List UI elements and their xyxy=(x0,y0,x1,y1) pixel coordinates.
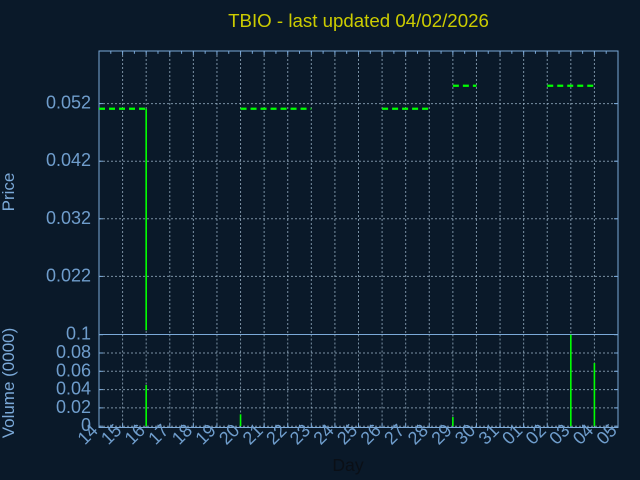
svg-text:0: 0 xyxy=(81,415,91,435)
svg-text:0.08: 0.08 xyxy=(56,342,91,362)
svg-text:0.042: 0.042 xyxy=(46,150,91,170)
svg-text:0.06: 0.06 xyxy=(56,360,91,380)
svg-text:TBIO - last updated 04/02/2026: TBIO - last updated 04/02/2026 xyxy=(228,10,489,31)
svg-text:0.032: 0.032 xyxy=(46,208,91,228)
svg-text:0.04: 0.04 xyxy=(56,379,91,399)
svg-text:0.02: 0.02 xyxy=(56,397,91,417)
svg-text:Day: Day xyxy=(332,455,363,475)
svg-text:0.1: 0.1 xyxy=(66,324,91,344)
svg-text:0.052: 0.052 xyxy=(46,93,91,113)
svg-text:Volume (0000): Volume (0000) xyxy=(0,328,18,439)
svg-text:0.022: 0.022 xyxy=(46,265,91,285)
svg-text:Price: Price xyxy=(0,173,18,212)
